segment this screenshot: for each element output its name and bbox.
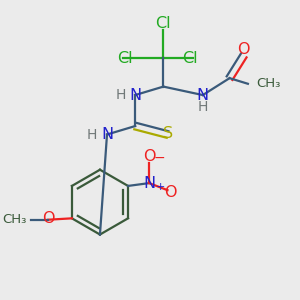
Text: O: O: [42, 211, 54, 226]
Text: S: S: [163, 126, 172, 141]
Text: +: +: [156, 182, 165, 192]
Text: Cl: Cl: [182, 51, 198, 66]
Text: N: N: [197, 88, 209, 103]
Text: N: N: [101, 127, 113, 142]
Text: H: H: [198, 100, 208, 114]
Text: O: O: [237, 43, 250, 58]
Text: CH₃: CH₃: [256, 77, 281, 90]
Text: O: O: [143, 149, 155, 164]
Text: O: O: [164, 185, 176, 200]
Text: Cl: Cl: [118, 51, 133, 66]
Text: −: −: [153, 151, 165, 165]
Text: N: N: [143, 176, 155, 190]
Text: Cl: Cl: [155, 16, 171, 31]
Text: CH₃: CH₃: [2, 213, 27, 226]
Text: N: N: [129, 88, 141, 103]
Text: H: H: [86, 128, 97, 142]
Text: H: H: [116, 88, 126, 102]
